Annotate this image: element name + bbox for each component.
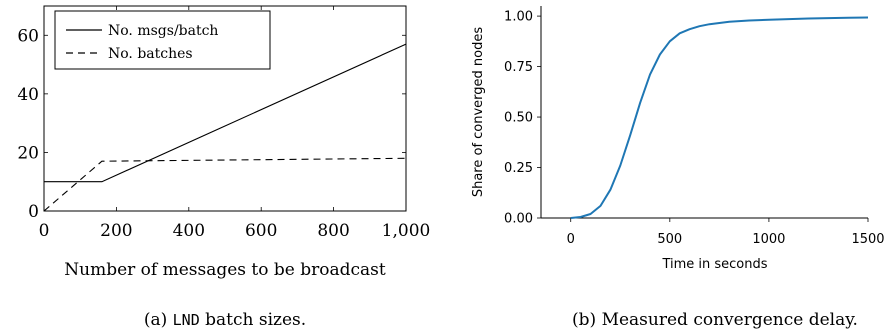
caption-a-suffix: batch sizes. bbox=[200, 310, 306, 330]
chart-b-xtick-label: 1000 bbox=[752, 232, 785, 247]
caption-a-code: LND bbox=[173, 311, 200, 329]
chart-b-xlabel: Time in seconds bbox=[661, 257, 767, 272]
chart-a-ytick-label: 0 bbox=[28, 202, 39, 222]
chart-b: 0 500 1000 1500 0.00 0.25 0.50 0.75 1.00 Share o… bbox=[471, 6, 885, 330]
series-no-batches-line bbox=[43, 157, 407, 212]
chart-a-xtick-label: 400 bbox=[173, 221, 205, 241]
caption-a-prefix: (a) bbox=[144, 310, 173, 330]
chart-a-frame bbox=[43, 5, 407, 212]
caption-b-prefix: (b) bbox=[572, 310, 602, 330]
chart-b-ytick-label: 0.00 bbox=[504, 212, 533, 227]
chart-b-ytick-label: 0.25 bbox=[504, 161, 533, 176]
chart-b-xtick-label: 0 bbox=[567, 232, 575, 247]
chart-a-xtick-label: 800 bbox=[317, 221, 349, 241]
chart-a-ytick-label: 20 bbox=[17, 143, 39, 163]
chart-b-ytick-label: 0.75 bbox=[504, 60, 533, 75]
chart-b-ylabel: Share of converged nodes bbox=[471, 27, 486, 198]
chart-a-ytick-label: 40 bbox=[17, 85, 39, 105]
chart-a-legend: No. msgs/batch No. batches bbox=[54, 10, 271, 70]
series-msgs-per-batch-line bbox=[44, 43, 407, 183]
chart-b-ytick-label: 1.00 bbox=[504, 10, 533, 25]
legend-label-msgs-per-batch: No. msgs/batch bbox=[108, 23, 218, 39]
chart-a-xtick-label: 200 bbox=[100, 221, 132, 241]
chart-a-xtick-label: 0 bbox=[39, 221, 50, 241]
caption-b: (b) Measured convergence delay. bbox=[572, 310, 858, 330]
chart-b-xtick-label: 500 bbox=[657, 232, 682, 247]
convergence-curve bbox=[570, 16, 869, 219]
chart-a-ytick-label: 60 bbox=[17, 26, 39, 46]
caption-a: (a) LND batch sizes. bbox=[144, 310, 306, 330]
chart-a-legend-box bbox=[54, 10, 271, 70]
chart-b-xtick-label: 1500 bbox=[851, 232, 884, 247]
caption-b-suffix: Measured convergence delay. bbox=[602, 310, 858, 330]
chart-a: 0 200 400 600 800 1,000 0 20 40 60 No. msgs/batch… bbox=[17, 5, 431, 330]
legend-label-no-batches: No. batches bbox=[108, 46, 193, 62]
chart-b-ytick-label: 0.50 bbox=[504, 111, 533, 126]
chart-a-xtick-label: 600 bbox=[245, 221, 277, 241]
chart-a-xtick-label: 1,000 bbox=[382, 221, 431, 241]
chart-a-xlabel: Number of messages to be broadcast bbox=[64, 260, 386, 280]
